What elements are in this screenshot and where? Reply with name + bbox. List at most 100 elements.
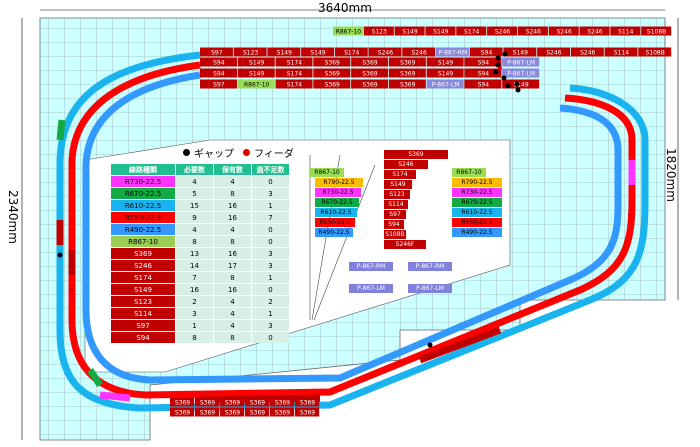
track-segment[interactable] [351,79,389,89]
palette-part[interactable]: R550-22.5 [315,218,355,227]
palette-part[interactable]: R610-22.5 [315,208,357,217]
palette-part[interactable]: S369 [384,150,448,159]
palette-part[interactable]: S97 [384,210,406,219]
track-segment[interactable] [200,57,237,67]
track-segment[interactable] [200,47,233,57]
palette-part[interactable]: R610-22.5 [452,208,502,217]
track-segment[interactable] [503,47,537,57]
track-segment[interactable] [502,79,540,89]
track-segment[interactable] [517,26,548,36]
track-segment[interactable] [275,68,313,78]
track-segment[interactable] [426,57,464,67]
track-segment[interactable] [295,407,320,417]
palette-part[interactable]: S149 [384,180,412,189]
track-segment[interactable] [334,47,368,57]
track-segment[interactable] [313,79,351,89]
track-segment-label: S108B [645,50,664,57]
palette-part[interactable]: S108B [384,230,406,239]
track-segment[interactable] [426,68,464,78]
track-segment[interactable] [456,26,487,36]
track-segment[interactable] [245,397,270,407]
track-segment[interactable] [641,26,672,36]
track-segment[interactable] [548,26,579,36]
track-segment-label: S369 [300,410,315,417]
track-segment[interactable] [351,57,389,67]
track-segment[interactable] [469,47,503,57]
track-segment[interactable] [195,407,220,417]
track-segment[interactable] [426,79,464,89]
palette-part[interactable]: R490-22.5 [315,228,353,237]
cell-have: 8 [214,188,251,199]
track-segment[interactable] [425,26,456,36]
palette-part[interactable]: R670-22.5 [452,198,502,207]
palette-part[interactable]: R790-22.5 [452,178,502,187]
palette-part[interactable]: P-867-LM [349,284,393,293]
track-segment[interactable] [200,68,237,78]
track-segment[interactable] [610,26,641,36]
track-segment[interactable] [233,47,267,57]
track-segment[interactable] [537,47,571,57]
palette-part[interactable]: R867-10 [452,168,486,177]
track-segment[interactable] [436,47,469,57]
palette-part[interactable]: S246 [384,160,428,169]
track-segment[interactable] [275,79,313,89]
track-segment[interactable] [267,47,301,57]
palette-part[interactable]: R490-22.5 [452,228,502,237]
track-segment[interactable] [638,47,672,57]
track-segment-label: S174 [287,82,302,89]
cell-have: 4 [214,308,251,319]
header-have: 保有数 [214,164,251,175]
track-segment[interactable] [394,26,425,36]
palette-part[interactable]: R550-22.5 [452,218,502,227]
palette-part[interactable]: S123 [384,190,410,199]
track-segment[interactable] [245,407,270,417]
track-segment[interactable] [333,26,364,36]
track-segment-label: S369 [275,400,290,407]
track-segment[interactable] [363,26,394,36]
track-segment[interactable] [270,407,295,417]
track-segment[interactable] [170,407,195,417]
track-segment[interactable] [388,79,426,89]
cell-have: 4 [214,296,251,307]
track-segment[interactable] [388,68,426,78]
track-segment[interactable] [487,26,518,36]
palette-part[interactable]: R730-22.5 [452,188,502,197]
palette-part[interactable]: R867-10 [310,168,344,177]
track-segment[interactable] [579,26,610,36]
track-segment[interactable] [170,397,195,407]
track-segment[interactable] [295,397,320,407]
track-segment[interactable] [237,68,275,78]
track-segment[interactable] [200,79,237,89]
track-segment[interactable] [275,57,313,67]
palette-part[interactable]: S174 [384,170,416,179]
track-segment[interactable] [301,47,335,57]
track-segment[interactable] [604,47,638,57]
track-segment[interactable] [237,57,275,67]
track-segment[interactable] [402,47,436,57]
track-segment[interactable] [195,397,220,407]
track-segment[interactable] [220,397,245,407]
palette-part[interactable]: P-867-LM [408,284,452,293]
palette-part[interactable]: S114 [384,200,408,209]
track-segment[interactable] [388,57,426,67]
track-segment[interactable] [502,68,540,78]
track-segment[interactable] [570,47,604,57]
palette-part[interactable]: R670-22.5 [315,198,359,207]
track-segment[interactable] [313,57,351,67]
palette-part[interactable]: S94 [384,220,404,229]
track-segment[interactable] [464,57,502,67]
palette-part[interactable]: R730-22.5 [315,188,361,197]
track-segment[interactable] [220,407,245,417]
track-segment[interactable] [464,68,502,78]
track-segment[interactable] [270,397,295,407]
track-segment[interactable] [368,47,402,57]
palette-part[interactable]: P-867-RM [408,262,452,271]
track-segment[interactable] [237,79,275,89]
track-segment[interactable] [351,68,389,78]
track-segment[interactable] [313,68,351,78]
palette-part[interactable]: P-867-RM [349,262,393,271]
track-segment[interactable] [464,79,502,89]
palette-part[interactable]: S246F [384,240,426,249]
palette-part[interactable]: R790-22.5 [315,178,363,187]
track-segment[interactable] [502,57,540,67]
